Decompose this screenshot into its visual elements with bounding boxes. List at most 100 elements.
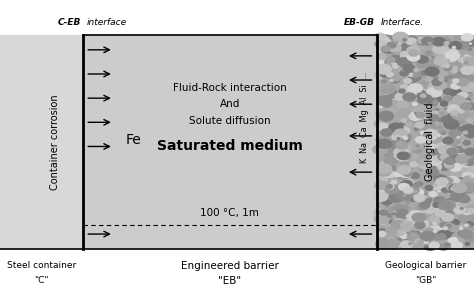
Circle shape [434,62,442,67]
Circle shape [419,159,426,163]
Circle shape [461,103,472,110]
Circle shape [400,143,405,146]
Circle shape [389,174,401,182]
Circle shape [401,43,412,51]
Text: "C": "C" [34,276,49,285]
Circle shape [400,106,406,110]
Circle shape [383,137,387,139]
Circle shape [448,242,450,243]
Circle shape [376,109,386,115]
Circle shape [392,214,395,216]
Circle shape [417,182,423,185]
Circle shape [401,237,410,243]
Circle shape [418,40,420,41]
Circle shape [457,214,471,223]
Circle shape [425,235,432,239]
Circle shape [383,37,391,41]
Circle shape [445,223,454,229]
Circle shape [408,121,415,125]
Circle shape [426,110,439,117]
Circle shape [410,222,413,224]
Circle shape [454,43,458,45]
Text: K  Na  Ca  Mg  Al  Si  ...: K Na Ca Mg Al Si ... [361,72,369,163]
Circle shape [416,90,421,93]
Circle shape [410,154,418,159]
Circle shape [433,206,439,210]
Circle shape [400,239,410,246]
Circle shape [433,85,438,87]
Circle shape [425,93,435,100]
Circle shape [465,224,469,226]
Circle shape [418,37,428,44]
Circle shape [446,201,448,203]
Circle shape [414,128,418,130]
Circle shape [436,139,445,145]
Circle shape [455,41,468,50]
Circle shape [428,134,442,143]
Circle shape [393,238,404,244]
Circle shape [462,146,472,152]
Circle shape [432,56,435,58]
Circle shape [399,89,405,93]
Circle shape [444,120,459,129]
Circle shape [392,52,399,57]
Circle shape [395,93,408,101]
Circle shape [450,132,456,136]
Circle shape [410,160,419,166]
Circle shape [389,142,392,144]
Circle shape [373,145,387,154]
Circle shape [386,205,389,207]
Circle shape [375,40,387,48]
Circle shape [377,49,384,54]
Circle shape [456,110,468,118]
Circle shape [438,130,441,132]
Circle shape [406,38,416,45]
Circle shape [394,153,407,161]
Circle shape [407,36,417,42]
Circle shape [409,112,422,120]
Circle shape [428,237,437,243]
Circle shape [428,115,439,121]
Circle shape [436,175,447,182]
Circle shape [438,191,440,192]
Circle shape [456,155,468,163]
Circle shape [407,46,420,55]
Circle shape [446,136,461,146]
Circle shape [389,123,403,132]
Circle shape [426,195,431,198]
Text: "GB": "GB" [415,276,436,285]
Circle shape [458,215,467,221]
Circle shape [444,161,454,168]
Circle shape [411,72,419,78]
Circle shape [398,230,403,233]
Circle shape [441,100,448,104]
Circle shape [379,229,386,233]
Circle shape [445,163,454,169]
Circle shape [408,189,419,196]
Circle shape [414,69,418,72]
Circle shape [378,42,392,52]
Circle shape [427,168,439,176]
Circle shape [383,134,390,139]
Circle shape [407,230,414,235]
Circle shape [403,134,411,139]
Circle shape [378,145,387,151]
Circle shape [412,43,416,45]
Circle shape [451,69,457,73]
Circle shape [445,52,450,55]
Circle shape [427,195,430,198]
Circle shape [429,88,437,92]
Circle shape [426,143,437,150]
Circle shape [396,191,410,200]
Circle shape [394,186,399,189]
Circle shape [429,182,440,190]
Circle shape [465,242,470,245]
Circle shape [403,70,405,72]
Circle shape [431,138,437,142]
Circle shape [421,94,426,98]
Circle shape [382,149,394,156]
Circle shape [399,221,402,223]
Circle shape [465,118,470,121]
Circle shape [445,150,450,154]
Circle shape [464,64,467,65]
